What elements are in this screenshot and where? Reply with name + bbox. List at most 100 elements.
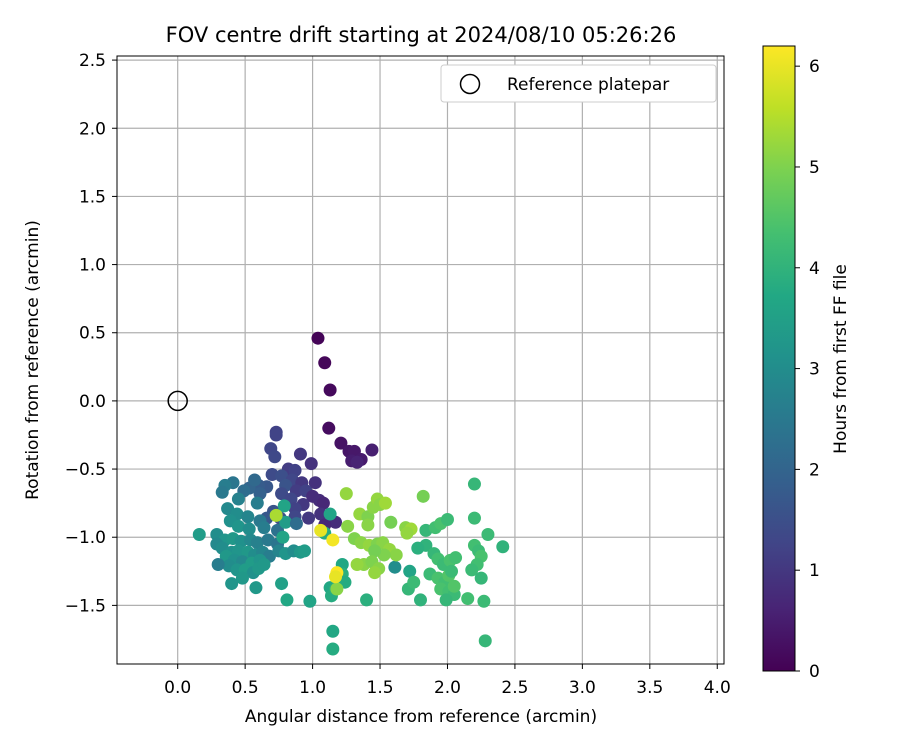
x-tick-label: 4.0	[704, 678, 731, 698]
legend: Reference platepar	[440, 64, 717, 103]
data-point	[465, 563, 479, 577]
y-tick-label: −0.5	[65, 460, 106, 480]
data-point	[248, 473, 262, 487]
data-point	[474, 571, 488, 585]
data-point	[416, 489, 430, 503]
data-point	[303, 594, 317, 608]
data-point	[339, 487, 353, 501]
data-point	[304, 457, 318, 471]
plot-frame	[116, 55, 725, 665]
data-point	[277, 499, 291, 513]
data-point	[311, 331, 325, 345]
y-tick-label: −1.5	[65, 596, 106, 616]
data-point	[322, 421, 336, 435]
y-tick-label: 0.5	[79, 324, 106, 344]
data-point	[326, 624, 340, 638]
data-point	[326, 642, 340, 656]
colorbar-tick-label: 1	[809, 561, 820, 581]
data-point	[350, 455, 364, 469]
data-point	[250, 496, 264, 510]
data-point	[360, 593, 374, 607]
y-tick-label: 2.5	[79, 51, 106, 71]
data-point	[249, 581, 263, 595]
x-tick-label: 0.0	[164, 678, 191, 698]
data-point	[388, 560, 402, 574]
data-point	[329, 570, 343, 584]
chart-title: FOV centre drift starting at 2024/08/10 …	[166, 23, 677, 47]
data-point	[279, 515, 293, 529]
data-point	[368, 566, 382, 580]
data-point	[293, 447, 307, 461]
data-point	[268, 450, 282, 464]
data-point	[341, 519, 355, 533]
x-tick-label: 1.5	[367, 678, 394, 698]
x-axis-label: Angular distance from reference (arcmin)	[245, 707, 597, 727]
x-tick-label: 3.5	[636, 678, 663, 698]
x-tick-label: 3.0	[569, 678, 596, 698]
colorbar-tick-label: 0	[809, 662, 820, 682]
reference-marker	[167, 390, 188, 412]
data-point	[269, 508, 283, 522]
data-point	[389, 548, 403, 562]
data-point	[308, 476, 322, 490]
data-point	[378, 496, 392, 510]
data-point	[269, 428, 283, 442]
data-point	[461, 592, 475, 606]
colorbar-tick-label: 5	[809, 158, 820, 178]
x-axis-ticks: 0.0 0.5 1.0 1.5 2.0 2.5 3.0 3.5 4.0	[164, 664, 731, 698]
data-point	[276, 530, 290, 544]
x-tick-label: 2.5	[501, 678, 528, 698]
data-point	[318, 356, 332, 370]
grid-lines	[117, 56, 724, 664]
data-point	[440, 512, 454, 526]
data-point	[481, 527, 495, 541]
data-point	[368, 544, 382, 558]
data-point	[257, 521, 271, 535]
legend-marker-icon	[459, 73, 481, 95]
colorbar	[762, 45, 796, 672]
data-point	[225, 577, 239, 591]
y-tick-label: −1.0	[65, 528, 106, 548]
data-point	[407, 575, 421, 589]
data-point	[235, 571, 249, 585]
x-tick-label: 1.0	[299, 678, 326, 698]
data-point	[467, 477, 481, 491]
y-tick-label: 0.0	[79, 392, 106, 412]
data-point	[365, 443, 379, 457]
data-point	[326, 533, 340, 547]
colorbar-tick-label: 6	[809, 57, 820, 77]
data-point	[211, 557, 225, 571]
colorbar-tick-label: 4	[809, 259, 820, 279]
data-point	[400, 526, 414, 540]
legend-entry: Reference platepar	[507, 75, 669, 95]
data-point	[361, 518, 375, 532]
data-point	[467, 511, 481, 525]
data-point	[275, 487, 289, 501]
data-point	[231, 492, 245, 506]
colorbar-tick-label: 3	[809, 360, 820, 380]
data-point	[316, 496, 330, 510]
data-point	[231, 519, 245, 533]
data-point	[384, 515, 398, 529]
data-point	[323, 507, 337, 521]
data-point	[439, 593, 453, 607]
data-point	[314, 507, 328, 521]
data-point	[302, 511, 316, 525]
data-point	[221, 502, 235, 516]
data-point	[496, 540, 510, 554]
reference-marker-group	[167, 390, 188, 412]
data-point	[275, 577, 289, 591]
data-point	[445, 564, 459, 578]
x-tick-label: 0.5	[232, 678, 259, 698]
data-point	[350, 557, 364, 571]
data-point	[334, 436, 348, 450]
data-point	[447, 579, 461, 593]
data-point	[411, 541, 425, 555]
data-point	[192, 527, 206, 541]
data-point	[241, 510, 255, 524]
legend-box	[440, 64, 717, 103]
y-tick-label: 1.0	[79, 256, 106, 276]
data-point	[314, 523, 328, 537]
